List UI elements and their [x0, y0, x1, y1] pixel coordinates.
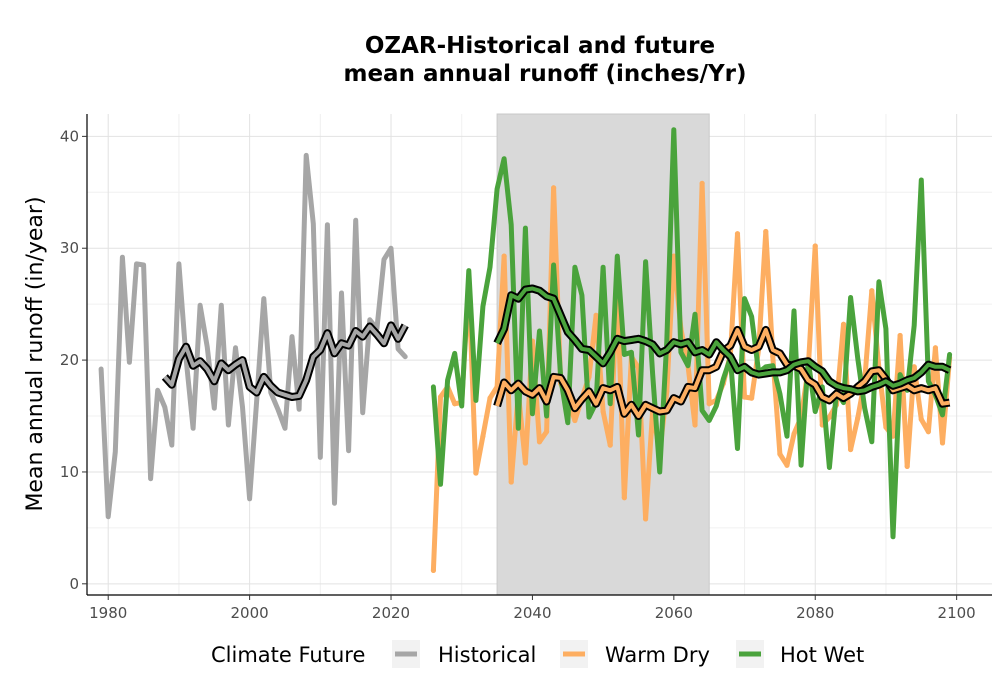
data-point-warm-dry: [770, 354, 776, 360]
x-tick-label: 2000: [231, 604, 269, 622]
data-point-warm-dry: [741, 394, 748, 400]
data-point-warm-dry: [452, 401, 458, 407]
legend-item-hot-wet: Hot Wet: [736, 640, 864, 668]
data-point-warm-dry: [600, 408, 606, 415]
smooth-line-historical-smooth: [163, 323, 407, 399]
x-tick-label: 2020: [372, 604, 410, 622]
data-point-warm-dry: [925, 429, 931, 435]
data-point-warm-dry: [784, 462, 790, 468]
y-tick-label: 40: [60, 127, 79, 145]
data-point-warm-dry: [939, 440, 946, 446]
data-point-warm-dry: [536, 439, 543, 445]
axis-ticks: 0 10 20 30 40 1980 2000 2020 2040 2060 2080 2100: [60, 127, 976, 622]
data-point-warm-dry: [932, 345, 939, 351]
x-tick-label: 1980: [89, 604, 127, 622]
data-point-warm-dry: [671, 253, 677, 259]
data-point-warm-dry: [840, 321, 847, 327]
data-point-warm-dry: [543, 429, 550, 435]
data-point-warm-dry: [593, 312, 599, 318]
data-point-warm-dry: [642, 516, 649, 522]
x-tick-label: 2080: [796, 604, 834, 622]
data-point-warm-dry: [855, 415, 861, 421]
data-point-warm-dry: [869, 288, 875, 294]
y-tick-label: 30: [60, 239, 79, 257]
smooth-line-hot-wet-smooth: [495, 286, 951, 394]
legend-label-hot-wet: Hot Wet: [780, 643, 864, 667]
data-point-warm-dry: [480, 433, 486, 439]
data-point-warm-dry: [897, 332, 903, 339]
data-point-warm-dry: [791, 431, 797, 437]
legend-label-warm-dry: Warm Dry: [605, 643, 710, 667]
data-point-warm-dry: [777, 451, 783, 457]
data-point-warm-dry: [501, 253, 507, 259]
data-point-warm-dry: [763, 228, 769, 235]
data-point-warm-dry: [734, 231, 741, 237]
data-point-warm-dry: [487, 395, 493, 401]
legend-item-warm-dry: Warm Dry: [560, 640, 710, 668]
legend-label-historical: Historical: [438, 643, 536, 667]
legend-title: Climate Future: [211, 643, 365, 667]
series-line-hot-wet: [430, 127, 953, 540]
legend-item-historical: Historical: [392, 640, 536, 668]
data-point-warm-dry: [918, 416, 924, 422]
data-point-warm-dry: [847, 446, 854, 453]
y-tick-label: 10: [60, 463, 79, 481]
data-point-warm-dry: [437, 394, 444, 400]
chart-title-line2: mean annual runoff (inches/Yr): [343, 61, 746, 87]
series-layer: [98, 127, 953, 573]
data-point-warm-dry: [904, 463, 910, 469]
y-tick-label: 20: [60, 351, 79, 369]
x-tick-label: 2100: [938, 604, 976, 622]
data-point-warm-dry: [911, 364, 917, 370]
data-point-warm-dry: [812, 243, 818, 249]
data-point-warm-dry: [551, 185, 557, 191]
y-axis-title: Mean annual runoff (in/year): [23, 196, 48, 511]
chart-title-line1: OZAR-Historical and future: [365, 33, 715, 59]
data-point-warm-dry: [621, 495, 627, 501]
data-point-warm-dry: [706, 401, 712, 407]
data-point-warm-dry: [508, 479, 514, 485]
data-point-warm-dry: [607, 442, 613, 448]
data-point-warm-dry: [699, 180, 705, 186]
data-point-warm-dry: [826, 414, 832, 420]
y-tick-label: 0: [69, 575, 79, 593]
data-point-warm-dry: [522, 460, 528, 466]
data-point-warm-dry: [749, 395, 755, 401]
x-tick-label: 2060: [655, 604, 693, 622]
legend: Climate Future Historical Warm Dry Hot W…: [211, 640, 864, 668]
x-tick-label: 2040: [513, 604, 551, 622]
data-point-warm-dry: [430, 567, 437, 573]
data-point-warm-dry: [572, 417, 578, 424]
series-line-historical: [98, 152, 408, 520]
data-point-warm-dry: [473, 470, 479, 476]
data-point-warm-dry: [692, 422, 698, 428]
